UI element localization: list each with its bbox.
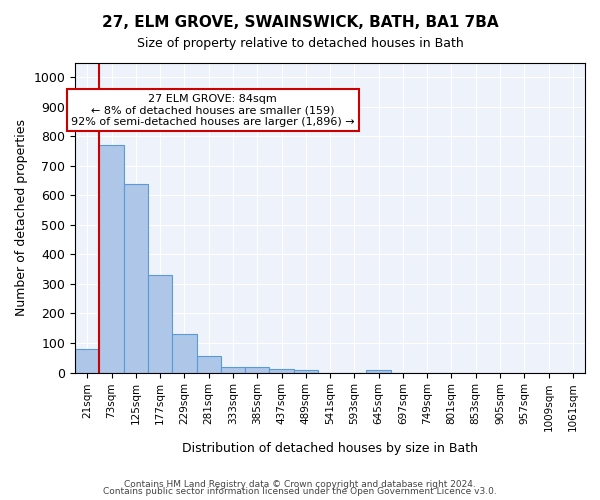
Text: Contains HM Land Registry data © Crown copyright and database right 2024.: Contains HM Land Registry data © Crown c… — [124, 480, 476, 489]
Bar — [197, 356, 221, 372]
Bar — [75, 349, 100, 372]
Bar — [148, 275, 172, 372]
Bar — [124, 184, 148, 372]
X-axis label: Distribution of detached houses by size in Bath: Distribution of detached houses by size … — [182, 442, 478, 455]
Text: 27, ELM GROVE, SWAINSWICK, BATH, BA1 7BA: 27, ELM GROVE, SWAINSWICK, BATH, BA1 7BA — [101, 15, 499, 30]
Bar — [245, 367, 269, 372]
Bar — [100, 145, 124, 372]
Y-axis label: Number of detached properties: Number of detached properties — [15, 119, 28, 316]
Text: 27 ELM GROVE: 84sqm
← 8% of detached houses are smaller (159)
92% of semi-detach: 27 ELM GROVE: 84sqm ← 8% of detached hou… — [71, 94, 355, 126]
Text: Contains public sector information licensed under the Open Government Licence v3: Contains public sector information licen… — [103, 487, 497, 496]
Bar — [269, 369, 293, 372]
Bar — [221, 366, 245, 372]
Bar — [367, 370, 391, 372]
Text: Size of property relative to detached houses in Bath: Size of property relative to detached ho… — [137, 38, 463, 51]
Bar — [172, 334, 197, 372]
Bar — [293, 370, 318, 372]
